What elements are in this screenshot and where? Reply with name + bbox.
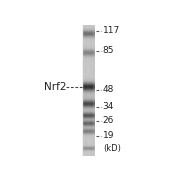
Text: (kD): (kD) — [103, 144, 121, 153]
Text: 19: 19 — [103, 131, 114, 140]
Text: 85: 85 — [103, 46, 114, 55]
Text: 117: 117 — [103, 26, 120, 35]
Text: Nrf2: Nrf2 — [44, 82, 67, 92]
Text: 34: 34 — [103, 102, 114, 111]
Text: 26: 26 — [103, 116, 114, 125]
Text: 48: 48 — [103, 85, 114, 94]
